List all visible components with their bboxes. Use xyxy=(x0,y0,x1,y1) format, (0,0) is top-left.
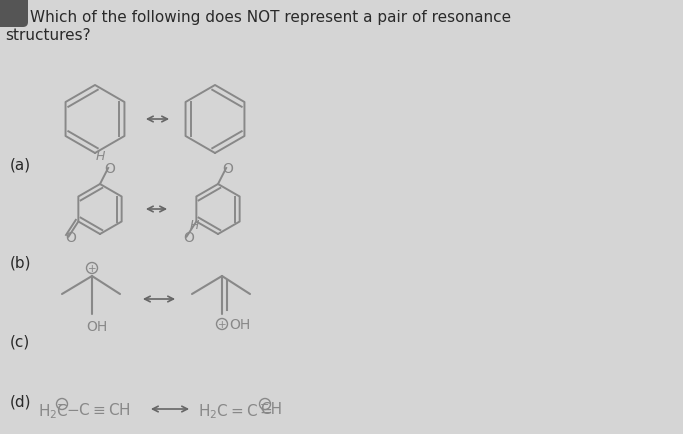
Text: −: − xyxy=(260,399,270,409)
Text: O: O xyxy=(183,230,194,244)
Text: CH: CH xyxy=(260,401,282,416)
Text: +: + xyxy=(218,319,226,329)
Text: (d): (d) xyxy=(10,394,31,409)
Text: O: O xyxy=(65,230,76,244)
Text: OH: OH xyxy=(229,317,250,331)
Text: $-$C$\equiv$CH: $-$C$\equiv$CH xyxy=(66,401,130,417)
Text: (c): (c) xyxy=(10,334,30,349)
Text: OH: OH xyxy=(86,319,107,333)
Text: Which of the following does NOT represent a pair of resonance: Which of the following does NOT represen… xyxy=(30,10,511,25)
Text: H$_2$C: H$_2$C xyxy=(38,401,69,420)
Text: +: + xyxy=(87,263,96,273)
Text: O: O xyxy=(223,161,234,176)
Text: −: − xyxy=(57,399,67,409)
Text: H: H xyxy=(190,219,199,232)
Text: O: O xyxy=(104,161,115,176)
Text: H: H xyxy=(96,150,105,163)
Text: (b): (b) xyxy=(10,254,31,270)
Text: (a): (a) xyxy=(10,158,31,173)
Text: H$_2$C$=$C$=$: H$_2$C$=$C$=$ xyxy=(198,401,273,420)
FancyBboxPatch shape xyxy=(0,0,28,28)
Text: structures?: structures? xyxy=(5,28,91,43)
